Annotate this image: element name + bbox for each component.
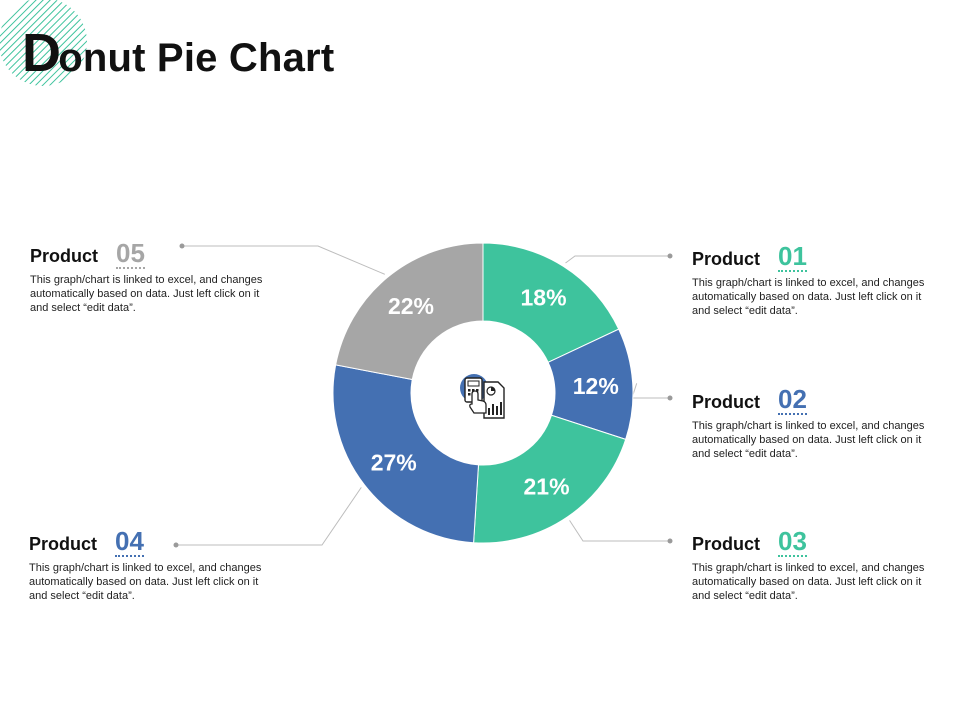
page-title: Donut Pie Chart [22, 22, 334, 84]
connector-dot-1 [667, 253, 673, 259]
slice-label-3: 21% [523, 473, 569, 499]
connector-lines [173, 243, 673, 548]
product-04-number: 04 [115, 526, 144, 557]
connector-line-1 [565, 255, 670, 264]
product-02-number: 02 [778, 384, 807, 415]
title-first-letter: D [22, 23, 62, 83]
connector-dot-2 [667, 395, 673, 401]
title-decoration-circle [0, 0, 87, 86]
product-04-legend: Product 04 This graph/chart is linked to… [29, 527, 269, 603]
connector-line-5 [182, 245, 386, 275]
calculator-chart-hand-icon [460, 374, 505, 419]
product-04-label: Product [29, 534, 98, 554]
product-01-number: 01 [778, 241, 807, 272]
slice-label-4: 27% [371, 449, 417, 475]
product-02-description: This graph/chart is linked to excel, and… [692, 420, 925, 460]
slice-label-5: 22% [388, 293, 434, 319]
product-01-label: Product [692, 249, 761, 269]
product-03-legend: Product 03 This graph/chart is linked to… [692, 527, 932, 603]
product-05-label: Product [30, 246, 99, 266]
donut-slices [332, 242, 634, 544]
connector-line-4 [176, 487, 362, 546]
connector-line-2 [631, 383, 670, 399]
product-04-description: This graph/chart is linked to excel, and… [29, 562, 262, 602]
slice-labels: 18% 12% 21% 27% 22% [371, 285, 619, 500]
donut-slice-5 [335, 242, 484, 381]
product-01-legend: Product 01 This graph/chart is linked to… [692, 242, 932, 318]
product-05-legend: Product 05 This graph/chart is linked to… [30, 239, 270, 315]
connector-dot-5 [179, 243, 185, 249]
product-02-legend: Product 02 This graph/chart is linked to… [692, 385, 932, 461]
slice-label-2: 12% [573, 373, 619, 399]
product-02-label: Product [692, 392, 761, 412]
connector-line-3 [569, 520, 670, 542]
product-03-label: Product [692, 534, 761, 554]
product-05-number: 05 [116, 238, 145, 269]
donut-slice-1 [482, 242, 620, 364]
title-rest: onut Pie Chart [58, 36, 335, 80]
connector-dot-4 [173, 542, 179, 548]
product-05-description: This graph/chart is linked to excel, and… [30, 274, 263, 314]
product-03-number: 03 [778, 526, 807, 557]
connector-dot-3 [667, 538, 673, 544]
product-01-description: This graph/chart is linked to excel, and… [692, 277, 925, 317]
donut-slice-4 [332, 364, 480, 544]
product-03-description: This graph/chart is linked to excel, and… [692, 562, 925, 602]
slice-label-1: 18% [521, 285, 567, 311]
donut-slice-3 [473, 414, 627, 544]
